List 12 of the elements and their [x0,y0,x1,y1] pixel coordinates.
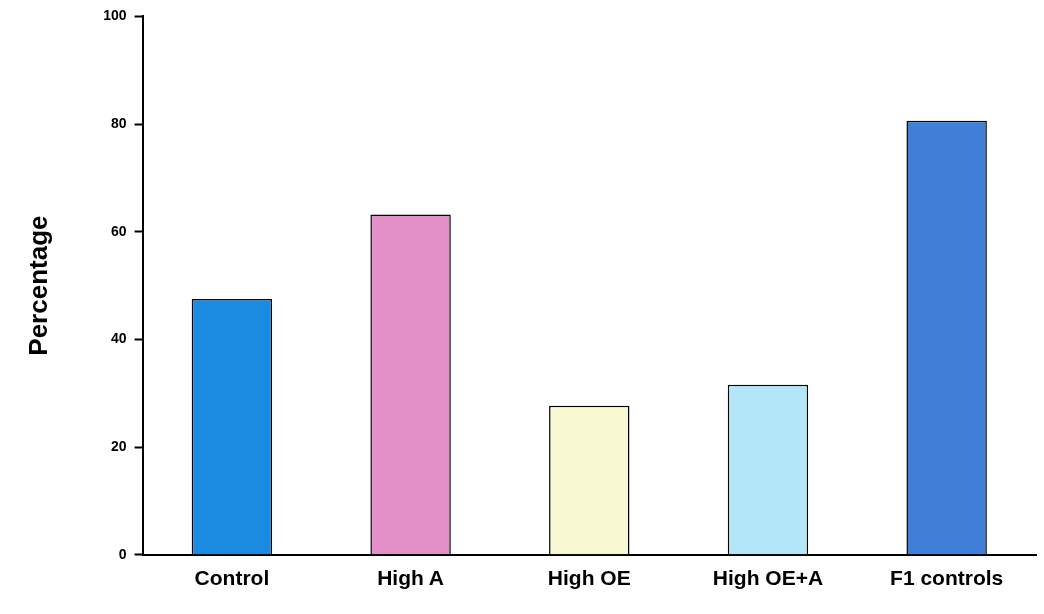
x-tick-label: Control [194,566,270,590]
y-axis-title: Percentage [22,215,53,356]
x-tick-label: High A [377,566,445,590]
y-tick-label: 100 [103,7,127,24]
y-tick-label: 20 [110,437,127,454]
y-tick-label: 60 [110,222,127,239]
y-tick-label: 40 [110,330,127,347]
x-tick-label: High OE [547,566,631,590]
y-tick-label: 80 [110,114,127,131]
y-tick-label: 0 [118,545,127,562]
x-tick-label: F1 controls [890,566,1004,590]
x-tick-label: High OE+A [712,566,824,590]
